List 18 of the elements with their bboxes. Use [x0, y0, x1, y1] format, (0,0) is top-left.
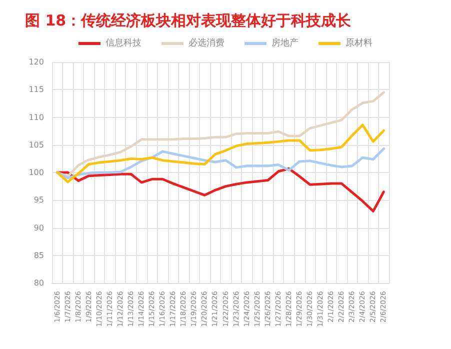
chart-title: 图 18：传统经济板块相对表现整体好于科技成长	[25, 12, 352, 30]
y-tick-label: 110	[28, 112, 44, 122]
y-tick-label: 95	[34, 196, 44, 205]
line-series	[56, 91, 385, 178]
y-tick-label: 120	[28, 58, 44, 66]
y-tick-label: 85	[34, 250, 44, 260]
y-tick-label: 80	[34, 278, 44, 288]
legend-label: 必选消费	[188, 38, 224, 48]
y-tick-label: 115	[28, 85, 44, 94]
legend-label: 原材料	[346, 38, 372, 48]
y-tick-label: 90	[34, 223, 44, 232]
line-series	[56, 124, 385, 184]
y-tick-label: 105	[28, 140, 44, 150]
y-tick-label: 100	[28, 168, 44, 177]
legend-label: 房地产	[272, 38, 298, 48]
line-series	[56, 167, 385, 212]
legend-label: 信息科技	[106, 38, 142, 48]
line-series	[56, 147, 385, 180]
